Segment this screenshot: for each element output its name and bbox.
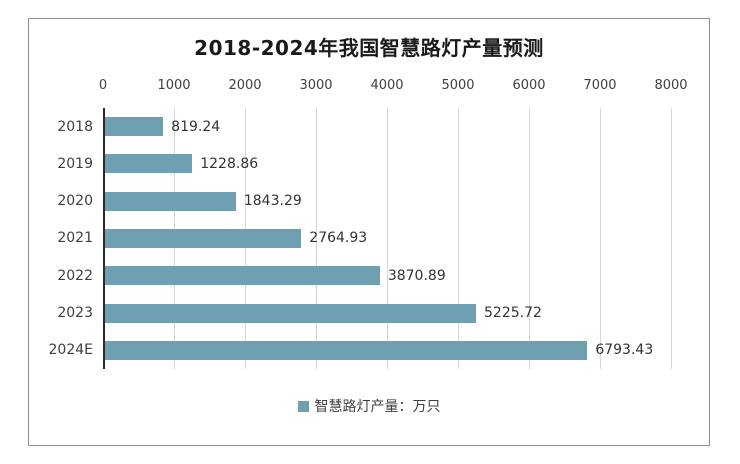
bar: [105, 228, 302, 248]
value-label: 1843.29: [243, 193, 302, 210]
value-label: 5225.72: [484, 305, 542, 322]
bar-row: 2024E 6793.43: [49, 332, 671, 369]
x-tick-label: 4000: [370, 78, 404, 93]
value-label: 819.24: [171, 118, 221, 135]
gridline: [315, 108, 317, 369]
bar: [105, 117, 164, 137]
x-tick-label: 8000: [654, 78, 688, 93]
value-label: 6793.43: [595, 342, 654, 359]
x-tick-label: 1000: [157, 78, 191, 93]
x-tick-label: 2000: [228, 78, 262, 93]
bar-row: 2020 1843.29: [57, 183, 671, 220]
category-label: 2019: [57, 155, 93, 172]
x-tick-label: 0: [98, 78, 108, 93]
x-axis-tick-labels: 0 1000 2000 3000 4000 5000 6000 7000 8000: [99, 78, 688, 96]
category-label: 2022: [57, 267, 93, 284]
legend-swatch-icon: [297, 400, 309, 412]
bar-row: 2019 1228.86: [57, 145, 671, 182]
bar-row: 2023 5225.72: [57, 294, 671, 331]
value-label: 1228.86: [200, 155, 259, 172]
legend: 智慧路灯产量：万只: [29, 396, 709, 416]
bar: [105, 191, 236, 211]
chart-frame: 2018-2024年我国智慧路灯产量预测 0 1000 2000 3000 4000 50…: [28, 18, 710, 446]
x-tick-label: 5000: [441, 78, 475, 93]
bar: [105, 266, 380, 286]
category-label: 2020: [57, 193, 93, 210]
value-label: 3870.89: [387, 267, 446, 284]
x-tick-label: 3000: [299, 78, 333, 93]
legend-label: 智慧路灯产量：万只: [314, 399, 441, 415]
x-tick-label: 6000: [512, 78, 546, 93]
gridline: [528, 108, 530, 369]
gridline: [457, 108, 459, 369]
value-label: 2764.93: [309, 230, 368, 247]
gridline: [386, 108, 388, 369]
bar: [105, 154, 193, 174]
category-label: 2023: [57, 305, 93, 322]
gridline: [599, 108, 601, 369]
chart-title: 2018-2024年我国智慧路灯产量预测: [194, 36, 544, 60]
bar: [105, 340, 588, 360]
category-label: 2024E: [48, 342, 93, 359]
bar-row: 2018 819.24: [57, 108, 671, 145]
y-axis-line: [103, 108, 105, 369]
category-label: 2021: [57, 230, 93, 247]
bar-row: 2021 2764.93: [57, 220, 671, 257]
bar-row: 2022 3870.89: [57, 257, 671, 294]
category-label: 2018: [57, 118, 93, 135]
gridline: [670, 108, 672, 369]
bar: [105, 303, 477, 323]
plot-area: 2018 819.24 2019 1228.86 2020 1843.29 2021 2764…: [49, 108, 672, 369]
x-tick-label: 7000: [583, 78, 617, 93]
